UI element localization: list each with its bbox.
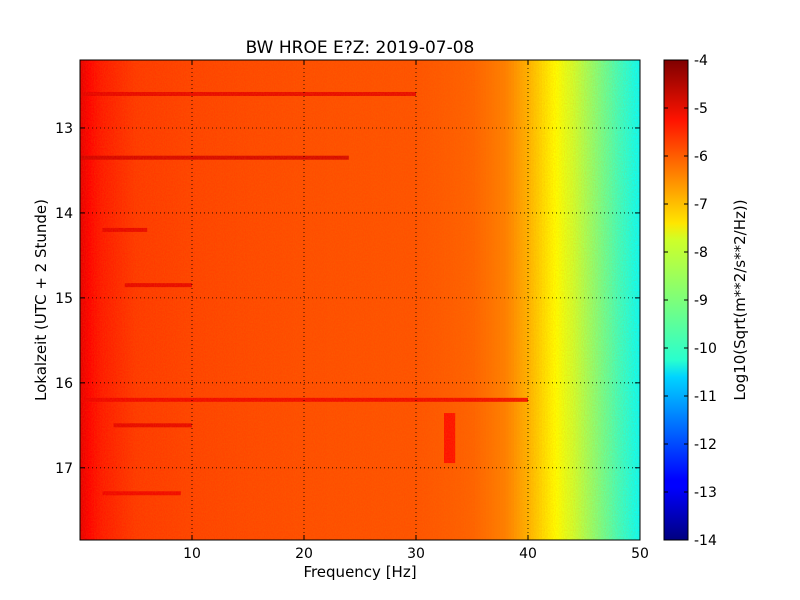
x-tick-label: 30 <box>407 546 425 562</box>
colorbar-label: Log10(Sqrt(m**2/s**2/Hz)) <box>731 199 749 400</box>
colorbar: -4 -5 -6 -7 -8 -9 -10 -11 -12 -13 -14 Log10(Sqrt(m… <box>663 53 749 549</box>
x-tick-label: 20 <box>295 546 313 562</box>
x-axis-ticks: 10 20 30 40 50 <box>183 60 649 562</box>
colorbar-tick-label: -8 <box>694 245 708 261</box>
y-axis-label: Lokalzeit (UTC + 2 Stunde) <box>32 199 50 401</box>
plot-frame <box>79 59 641 541</box>
colorbar-tick-label: -4 <box>694 53 708 69</box>
x-tick-label: 10 <box>183 546 201 562</box>
colorbar-tick-label: -11 <box>694 389 717 405</box>
colorbar-tick-label: -9 <box>694 293 708 309</box>
y-tick-label: 16 <box>55 376 73 392</box>
y-tick-label: 14 <box>55 206 73 222</box>
y-axis-ticks: 13 14 15 16 17 <box>55 121 640 477</box>
x-tick-label: 50 <box>631 546 649 562</box>
y-tick-label: 15 <box>55 291 73 307</box>
colorbar-tick-label: -10 <box>694 341 717 357</box>
y-tick-label: 13 <box>55 121 73 137</box>
colorbar-tick-label: -12 <box>694 437 717 453</box>
colorbar-tick-label: -5 <box>694 101 708 117</box>
x-tick-label: 40 <box>519 546 537 562</box>
colorbar-tick-label: -14 <box>694 533 717 549</box>
heatmap-texture <box>80 60 640 540</box>
heatmap <box>80 60 640 540</box>
colorbar-tick-label: -13 <box>694 485 717 501</box>
colorbar-tick-label: -6 <box>694 149 708 165</box>
colorbar-ticks: -4 -5 -6 -7 -8 -9 -10 -11 -12 -13 -14 <box>664 53 717 549</box>
chart-title: BW HROE E?Z: 2019-07-08 <box>246 38 475 58</box>
colorbar-tick-label: -7 <box>694 197 708 213</box>
y-tick-label: 17 <box>55 461 73 477</box>
x-axis-label: Frequency [Hz] <box>303 563 416 581</box>
